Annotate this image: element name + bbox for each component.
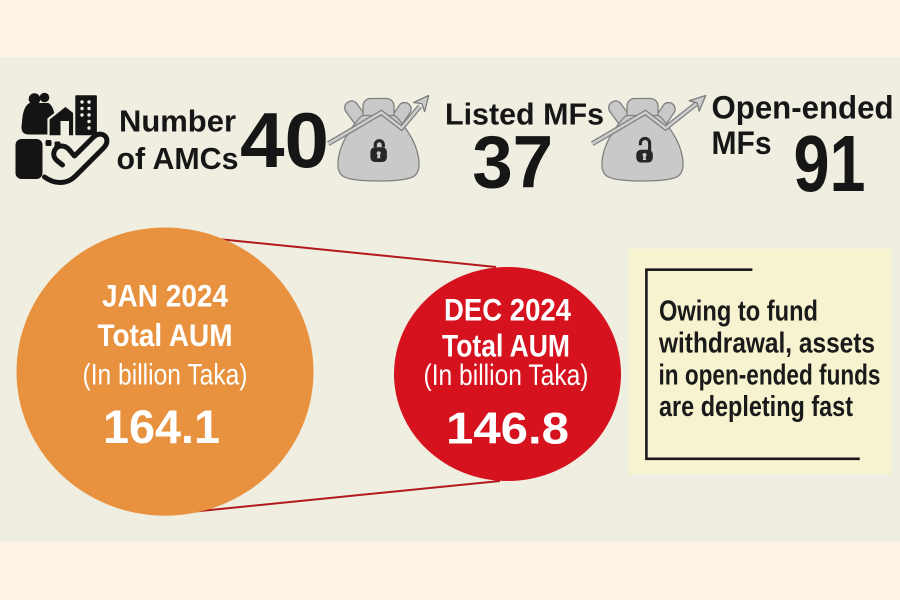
svg-text:Number: Number [119, 103, 236, 138]
svg-text:Owing to fund: Owing to fund [659, 296, 818, 328]
svg-text:Listed MFs: Listed MFs [445, 96, 604, 131]
svg-text:in open-ended funds: in open-ended funds [659, 360, 881, 392]
svg-text:164.1: 164.1 [103, 400, 220, 453]
svg-text:DEC 2024: DEC 2024 [444, 292, 571, 328]
svg-text:40: 40 [240, 98, 329, 184]
svg-text:Total AUM: Total AUM [442, 328, 570, 364]
svg-text:Total AUM: Total AUM [98, 317, 233, 353]
svg-text:(In billion Taka): (In billion Taka) [424, 359, 589, 392]
svg-text:91: 91 [794, 119, 866, 208]
svg-text:MFs: MFs [712, 125, 772, 161]
svg-text:JAN 2024: JAN 2024 [102, 278, 228, 314]
svg-text:(In billion Taka): (In billion Taka) [83, 359, 248, 392]
svg-text:withdrawal, assets: withdrawal, assets [658, 328, 875, 360]
svg-text:of AMCs: of AMCs [117, 141, 239, 176]
svg-text:are depleting fast: are depleting fast [659, 391, 853, 423]
svg-text:Open-ended: Open-ended [712, 89, 894, 125]
svg-text:146.8: 146.8 [446, 405, 569, 454]
svg-text:37: 37 [472, 120, 553, 203]
